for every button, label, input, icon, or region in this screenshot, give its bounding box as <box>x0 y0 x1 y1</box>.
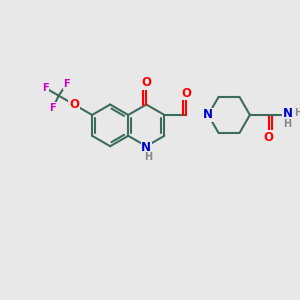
Text: H: H <box>294 109 300 118</box>
Text: O: O <box>69 98 79 111</box>
Text: H: H <box>284 119 292 129</box>
Text: N: N <box>203 108 213 122</box>
Text: O: O <box>141 76 151 89</box>
Text: F: F <box>42 83 49 93</box>
Text: F: F <box>63 80 70 89</box>
Text: O: O <box>264 131 274 144</box>
Text: O: O <box>181 86 191 100</box>
Text: N: N <box>282 107 292 120</box>
Text: N: N <box>141 141 151 154</box>
Text: F: F <box>50 103 56 113</box>
Text: H: H <box>144 152 152 162</box>
